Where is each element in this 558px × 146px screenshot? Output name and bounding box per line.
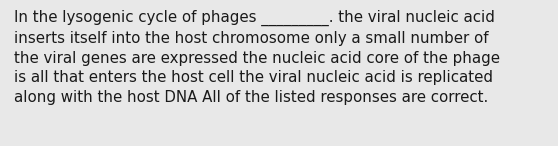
Text: In the lysogenic cycle of phages _________. the viral nucleic acid
inserts itsel: In the lysogenic cycle of phages _______…: [14, 10, 500, 105]
